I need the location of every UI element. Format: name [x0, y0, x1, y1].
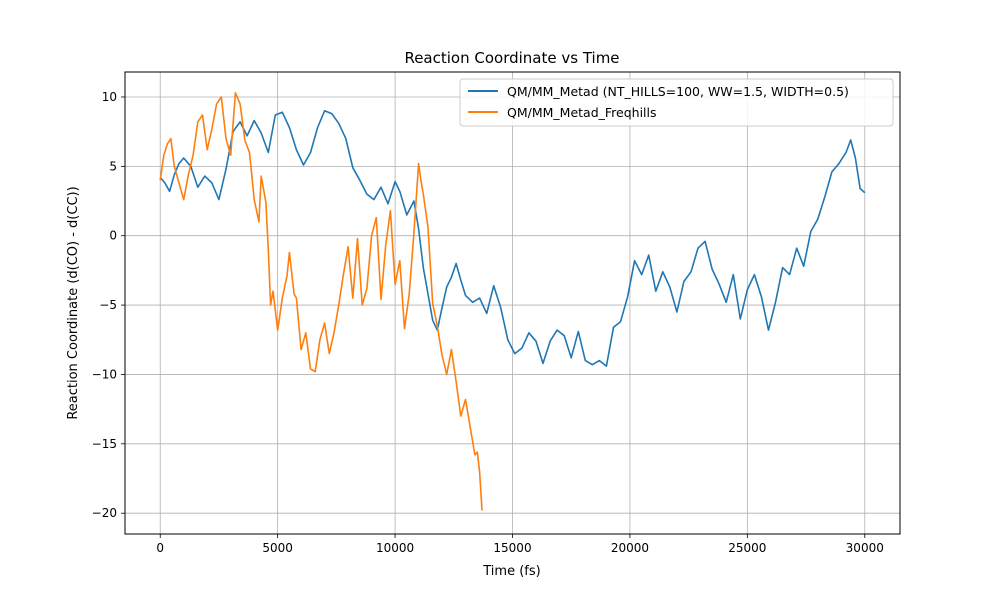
- y-tick-label: −10: [92, 367, 117, 381]
- series-line-freqhills: [159, 92, 483, 511]
- x-tick-label: 30000: [846, 541, 884, 555]
- x-tick-label: 5000: [262, 541, 293, 555]
- x-tick-label: 25000: [728, 541, 766, 555]
- x-axis-ticks: 0 5000 10000 15000 20000 25000 30000: [156, 534, 884, 555]
- chart-title: Reaction Coordinate vs Time: [404, 49, 619, 67]
- x-tick-label: 0: [156, 541, 164, 555]
- y-axis-label: Reaction Coordinate (d(CO) - d(CC)): [66, 186, 81, 419]
- y-tick-label: 0: [109, 229, 117, 243]
- legend-label-metad: QM/MM_Metad (NT_HILLS=100, WW=1.5, WIDTH…: [507, 84, 849, 99]
- y-tick-label: 5: [109, 159, 117, 173]
- series-layer: [159, 92, 866, 511]
- x-tick-label: 15000: [493, 541, 531, 555]
- y-tick-label: 10: [102, 90, 117, 104]
- y-tick-label: −20: [92, 506, 117, 520]
- series-line-metad: [159, 110, 866, 367]
- y-tick-label: −5: [99, 298, 117, 312]
- y-tick-label: −15: [92, 437, 117, 451]
- x-tick-label: 20000: [611, 541, 649, 555]
- legend-box: [459, 78, 894, 127]
- y-axis-ticks: −20 −15 −10 −5 0 5 10: [92, 90, 125, 520]
- legend-label-freqhills: QM/MM_Metad_Freqhills: [507, 105, 657, 120]
- x-axis-label: Time (fs): [482, 564, 540, 579]
- legend: QM/MM_Metad (NT_HILLS=100, WW=1.5, WIDTH…: [459, 78, 894, 127]
- x-tick-label: 10000: [376, 541, 414, 555]
- grid: [125, 72, 900, 534]
